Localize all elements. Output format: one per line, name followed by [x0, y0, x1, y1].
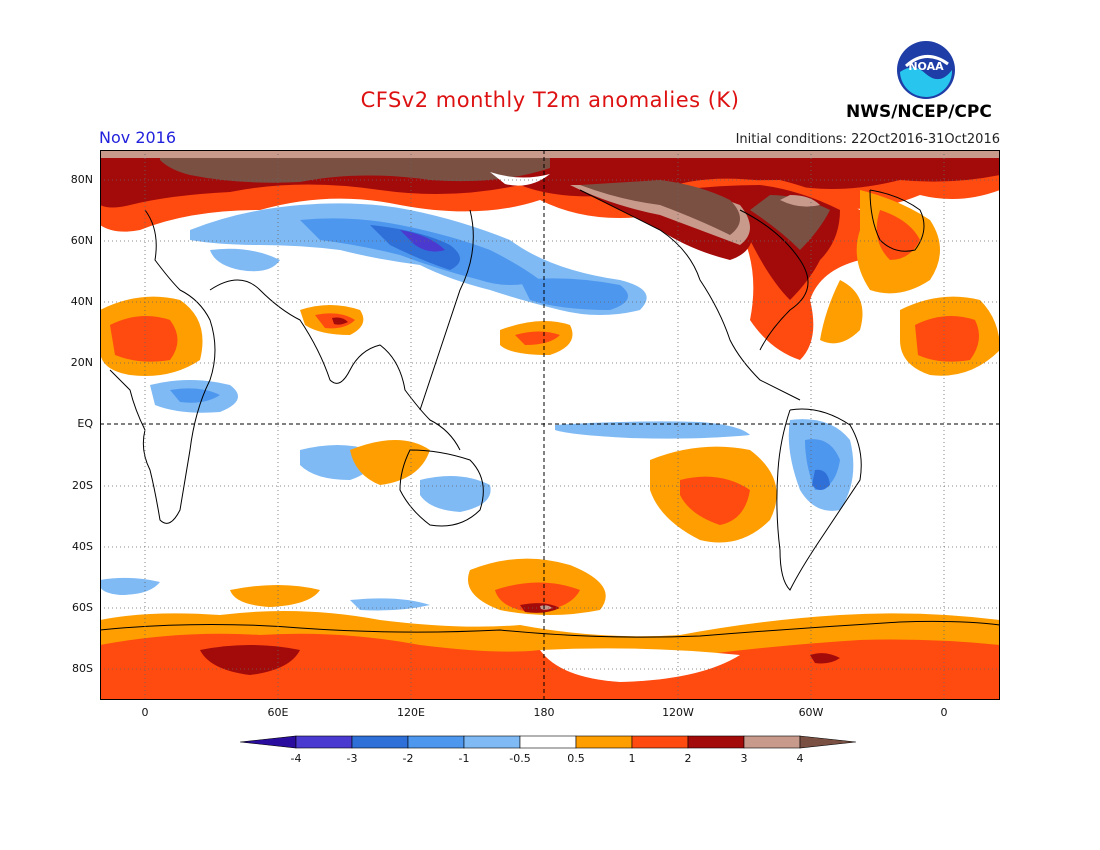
- colorbar-segment: [463, 735, 521, 749]
- lon-label: 0: [940, 706, 948, 719]
- colorbar-tick-label: 0.5: [567, 752, 585, 765]
- colorbar-segment: [519, 735, 577, 749]
- lon-label: 0: [141, 706, 149, 719]
- lat-label: 40N: [70, 295, 93, 308]
- anomaly-map: [100, 150, 1000, 700]
- colorbar-arrow-high: [799, 735, 857, 749]
- colorbar-tick-label: -3: [346, 752, 358, 765]
- lat-label: 60S: [72, 601, 93, 614]
- lat-label: 40S: [72, 540, 93, 553]
- lon-label: 180: [533, 706, 555, 719]
- colorbar-segment: [575, 735, 633, 749]
- lat-label: 80N: [70, 173, 93, 186]
- lon-label: 120W: [662, 706, 694, 719]
- colorbar-tick-label: 4: [796, 752, 804, 765]
- lat-label: 80S: [72, 662, 93, 675]
- colorbar-segment: [743, 735, 801, 749]
- colorbar-segment: [687, 735, 745, 749]
- colorbar-arrow-low: [240, 735, 297, 749]
- coastlines: [100, 189, 1000, 638]
- lat-label: EQ: [77, 417, 93, 430]
- lon-label: 60W: [798, 706, 824, 719]
- colorbar-tick-label: -4: [290, 752, 302, 765]
- colorbar: [240, 735, 857, 749]
- colorbar-segment: [407, 735, 465, 749]
- colorbar-tick-label: 3: [740, 752, 748, 765]
- lat-label: 20S: [72, 479, 93, 492]
- map-frame: [100, 150, 1000, 700]
- lon-label: 60E: [267, 706, 289, 719]
- colorbar-segment: [351, 735, 409, 749]
- colorbar-tick-label: -2: [402, 752, 414, 765]
- logo-text: NOAA: [908, 60, 944, 73]
- colorbar-tick-label: -1: [458, 752, 470, 765]
- lat-label: 20N: [70, 356, 93, 369]
- colorbar-tick-label: -0.5: [509, 752, 531, 765]
- colorbar-tick-label: 1: [628, 752, 636, 765]
- noaa-logo-icon: NOAA: [897, 41, 955, 99]
- lon-label: 120E: [397, 706, 425, 719]
- agency-label: NWS/NCEP/CPC: [846, 102, 992, 122]
- colorbar-segment: [631, 735, 689, 749]
- colorbar-tick-label: 2: [684, 752, 692, 765]
- chart-title: CFSv2 monthly T2m anomalies (K): [360, 88, 740, 112]
- colorbar-segment: [295, 735, 353, 749]
- forecast-period: Nov 2016: [99, 128, 177, 147]
- initial-conditions: Initial conditions: 22Oct2016-31Oct2016: [735, 132, 1000, 147]
- lat-label: 60N: [70, 234, 93, 247]
